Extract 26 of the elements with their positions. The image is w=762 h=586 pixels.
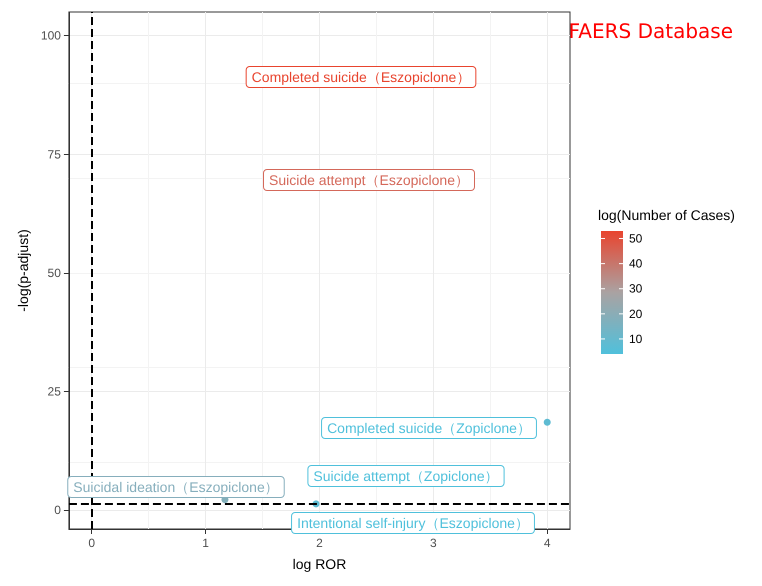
x-tick-label: 2 xyxy=(316,536,324,550)
annotation: Completed suicide（Zopiclone） xyxy=(327,420,531,436)
annotation: Suicidal ideation（Eszopiclone） xyxy=(73,479,279,495)
y-tick-label: 100 xyxy=(40,28,62,43)
color-bar-label: 50 xyxy=(629,232,643,246)
x-tick-label: 3 xyxy=(430,536,437,550)
x-axis-title: log ROR xyxy=(292,556,346,572)
x-tick-label: 0 xyxy=(88,536,96,550)
y-axis-title: -log(p-adjust) xyxy=(15,229,31,312)
color-bar-label: 10 xyxy=(629,332,643,346)
x-tick-label: 4 xyxy=(544,536,551,550)
annotation: Suicide attempt（Zopiclone） xyxy=(313,468,499,484)
y-tick-label: 25 xyxy=(48,384,62,398)
annotation: Completed suicide（Eszopiclone） xyxy=(252,69,470,85)
annotation: Suicide attempt（Eszopiclone） xyxy=(269,172,469,188)
annotation: Intentional self-injury（Eszopiclone） xyxy=(297,515,529,531)
color-bar-label: 40 xyxy=(629,256,643,271)
y-tick-label: 75 xyxy=(48,147,62,162)
y-tick-label: 50 xyxy=(48,266,62,280)
x-tick-label: 1 xyxy=(202,536,210,550)
y-tick-label: 0 xyxy=(54,503,62,518)
color-bar-label: 20 xyxy=(629,306,643,321)
color-bar-title: log(Number of Cases) xyxy=(598,207,735,223)
color-bar-label: 30 xyxy=(629,282,643,296)
text: FAERS Database xyxy=(568,19,734,43)
point xyxy=(544,418,551,426)
